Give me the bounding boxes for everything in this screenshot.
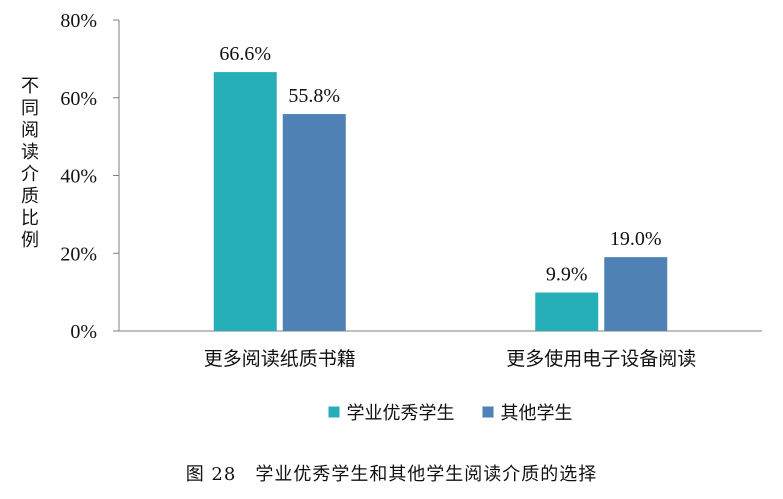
- category-label: 更多阅读纸质书籍: [204, 348, 356, 370]
- y-axis-label-char: 读: [21, 142, 39, 163]
- data-label: 19.0%: [610, 228, 662, 250]
- figure-caption: 图 28 学业优秀学生和其他学生阅读介质的选择: [185, 464, 598, 485]
- y-axis-label-char: 同: [21, 98, 39, 119]
- bar: [535, 292, 599, 331]
- y-axis-label-char: 介: [21, 164, 39, 185]
- y-axis-label-char: 质: [21, 186, 39, 207]
- y-axis-label-char: 比: [21, 208, 39, 229]
- y-tick-label: 40%: [60, 166, 97, 188]
- y-tick-label: 0%: [70, 321, 97, 343]
- y-tick-label: 20%: [60, 243, 97, 265]
- bar: [213, 72, 277, 331]
- y-axis-label-char: 阅: [21, 120, 39, 141]
- legend-swatch: [482, 406, 494, 418]
- category-label: 更多使用电子设备阅读: [506, 348, 696, 370]
- y-tick-label: 60%: [60, 88, 97, 110]
- bar: [282, 114, 346, 331]
- data-label: 9.9%: [546, 264, 588, 286]
- data-label: 55.8%: [288, 85, 340, 107]
- y-axis-label-char: 例: [21, 230, 39, 251]
- bar: [604, 257, 668, 331]
- legend-label: 学业优秀学生: [347, 403, 455, 424]
- legend-swatch: [328, 406, 340, 418]
- y-tick-label: 80%: [60, 10, 97, 32]
- y-axis-label-char: 不: [21, 76, 39, 97]
- legend-label: 其他学生: [501, 403, 573, 424]
- data-label: 66.6%: [219, 43, 271, 65]
